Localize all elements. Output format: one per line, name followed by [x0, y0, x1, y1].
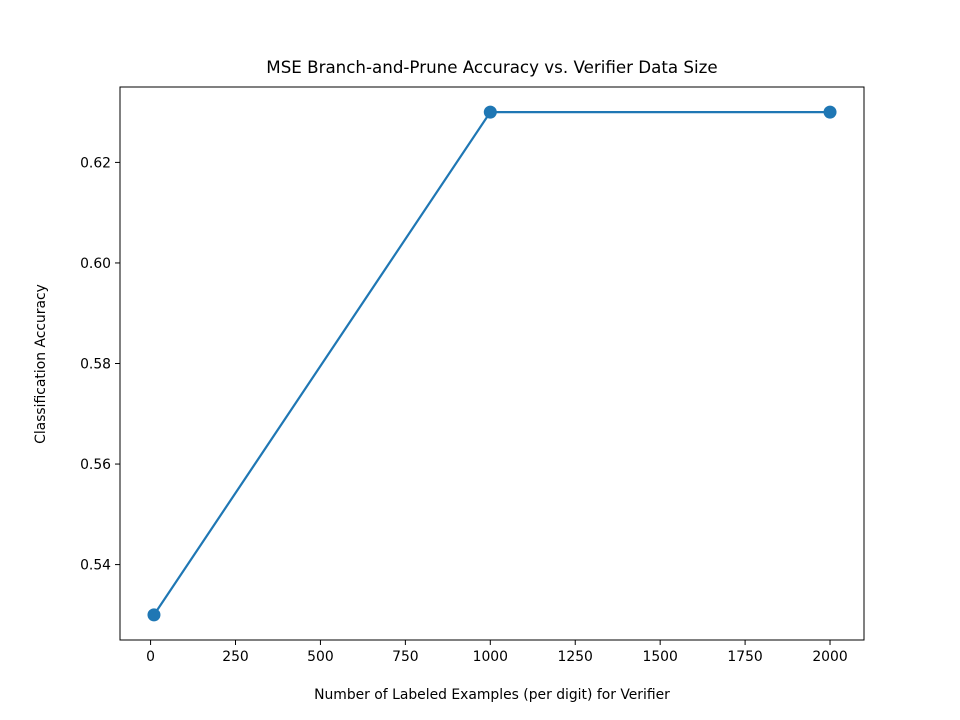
x-tick-label: 750	[392, 649, 419, 665]
x-tick-label: 2000	[812, 649, 847, 665]
data-point	[823, 105, 837, 119]
data-point	[147, 608, 161, 622]
x-axis-label: Number of Labeled Examples (per digit) f…	[314, 687, 670, 703]
series-layer	[147, 105, 837, 622]
x-tick-label: 1250	[558, 649, 593, 665]
x-tick-label: 1000	[473, 649, 508, 665]
x-tick-label: 500	[307, 649, 334, 665]
y-axis-label: Classification Accuracy	[33, 284, 49, 444]
y-tick-label: 0.54	[80, 558, 111, 574]
y-tick-label: 0.56	[80, 457, 111, 473]
x-tick-label: 0	[146, 649, 155, 665]
chart-title: MSE Branch-and-Prune Accuracy vs. Verifi…	[266, 57, 717, 77]
y-tick-label: 0.58	[80, 357, 111, 373]
x-tick-label: 1750	[727, 649, 762, 665]
y-tick-label: 0.60	[80, 256, 111, 272]
x-tick-label: 1500	[642, 649, 677, 665]
y-tick-label: 0.62	[80, 155, 111, 171]
data-point	[483, 105, 497, 119]
x-axis: 0 250 500 750 1000 1250 1500 1750 2000	[146, 640, 848, 665]
y-axis: 0.54 0.56 0.58 0.60 0.62	[80, 155, 120, 574]
x-tick-label: 250	[222, 649, 249, 665]
